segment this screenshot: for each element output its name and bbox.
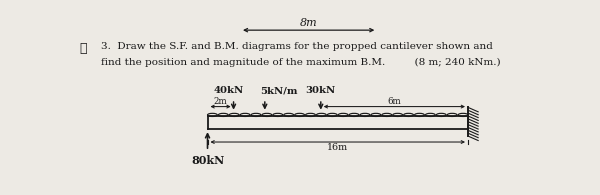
Text: find the position and magnitude of the maximum B.M.         (8 m; 240 kNm.): find the position and magnitude of the m…	[101, 58, 500, 67]
Text: 3.  Draw the S.F. and B.M. diagrams for the propped cantilever shown and: 3. Draw the S.F. and B.M. diagrams for t…	[101, 42, 493, 51]
Text: 6m: 6m	[388, 97, 401, 106]
Text: 5kN/m: 5kN/m	[260, 86, 298, 95]
Text: 2m: 2m	[214, 97, 227, 106]
Text: 8m: 8m	[300, 18, 317, 28]
Text: 16m: 16m	[327, 143, 348, 152]
Text: ✓: ✓	[80, 42, 87, 55]
Text: 40kN: 40kN	[214, 86, 244, 95]
Text: 30kN: 30kN	[305, 86, 336, 95]
Text: 80kN: 80kN	[191, 155, 224, 166]
